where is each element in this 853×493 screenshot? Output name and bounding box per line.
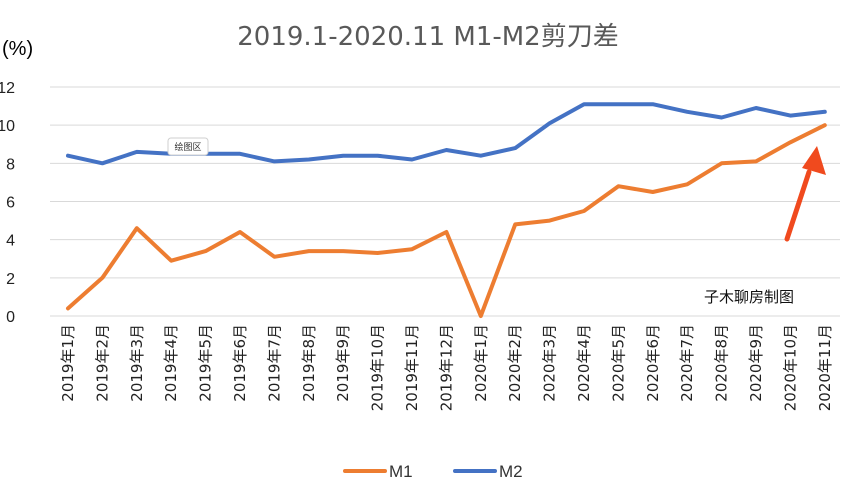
- chart-title: 2019.1-2020.11 M1-M2剪刀差: [237, 22, 618, 52]
- legend-label-m1: M1: [389, 462, 413, 481]
- credit-label: 子木聊房制图: [704, 288, 794, 306]
- x-tick-label: 2019年3月: [128, 324, 146, 402]
- legend: M1 M2: [343, 462, 523, 481]
- legend-label-m2: M2: [499, 462, 523, 481]
- y-axis-unit: (%): [2, 38, 33, 60]
- x-tick-label: 2020年6月: [644, 324, 662, 402]
- y-axis-ticks: 0 2 4 6 8 10 12: [0, 80, 15, 326]
- x-tick-label: 2019年9月: [334, 324, 352, 402]
- tooltip-text: 绘图区: [174, 141, 201, 153]
- arrow-head: [802, 146, 826, 175]
- x-tick-label: 2019年8月: [300, 324, 318, 402]
- x-tick-label: 2019年4月: [162, 324, 180, 402]
- x-tick-label: 2020年8月: [713, 324, 731, 402]
- y-tick-label: 4: [6, 233, 15, 250]
- y-tick-label: 2: [6, 271, 15, 288]
- plot-area-tooltip: 绘图区: [167, 137, 209, 156]
- y-tick-label: 6: [6, 195, 15, 212]
- x-tick-label: 2020年5月: [609, 324, 627, 402]
- x-tick-label: 2019年1月: [59, 324, 77, 402]
- x-tick-label: 2019年12月: [437, 324, 455, 411]
- arrow-shaft: [784, 169, 812, 242]
- x-tick-label: 2020年9月: [747, 324, 765, 402]
- x-tick-label: 2020年3月: [541, 324, 559, 402]
- x-tick-label: 2019年6月: [231, 324, 249, 402]
- x-tick-label: 2020年1月: [472, 324, 490, 402]
- y-tick-label: 0: [6, 309, 15, 326]
- x-tick-label: 2020年4月: [575, 324, 593, 402]
- x-tick-label: 2019年7月: [265, 324, 283, 402]
- x-tick-label: 2020年7月: [678, 324, 696, 402]
- x-axis-ticks: 2019年1月 2019年2月 2019年3月 2019年4月 2019年5月 2019年…: [59, 324, 834, 411]
- x-tick-label: 2020年2月: [506, 324, 524, 402]
- tooltip-box: [167, 137, 209, 156]
- x-tick-label: 2020年11月: [816, 324, 834, 411]
- trend-arrow: [784, 146, 826, 242]
- x-tick-label: 2019年2月: [93, 324, 111, 402]
- y-tick-label: 10: [0, 118, 15, 135]
- y-tick-label: 12: [0, 80, 15, 97]
- x-tick-label: 2019年5月: [197, 324, 215, 402]
- series-lines: [66, 102, 827, 318]
- x-tick-label: 2019年10月: [369, 324, 387, 411]
- y-tick-label: 8: [6, 156, 15, 173]
- x-tick-label: 2019年11月: [403, 324, 421, 411]
- x-tick-label: 2020年10月: [781, 324, 799, 411]
- gridlines: [50, 86, 840, 317]
